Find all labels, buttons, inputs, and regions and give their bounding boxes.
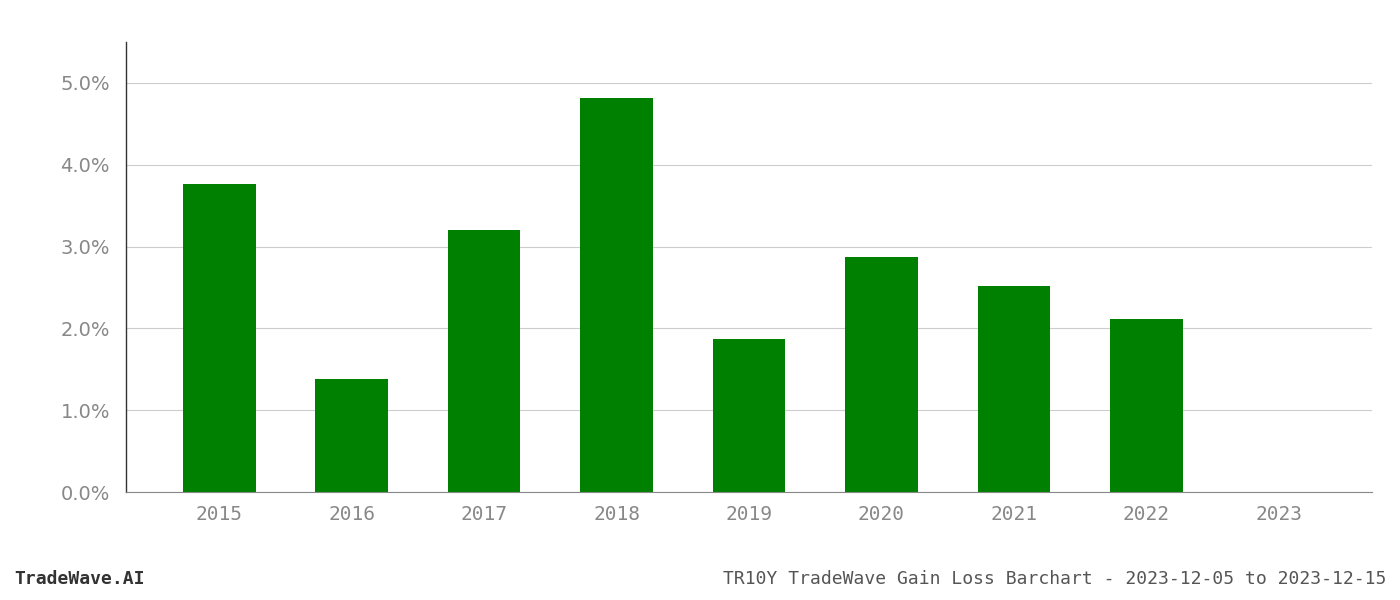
Bar <box>713 339 785 492</box>
Bar <box>1110 319 1183 492</box>
Bar <box>182 184 256 492</box>
Bar <box>977 286 1050 492</box>
Bar <box>448 230 521 492</box>
Text: TradeWave.AI: TradeWave.AI <box>14 570 144 588</box>
Bar <box>580 98 652 492</box>
Bar <box>315 379 388 492</box>
Bar <box>846 257 918 492</box>
Text: TR10Y TradeWave Gain Loss Barchart - 2023-12-05 to 2023-12-15: TR10Y TradeWave Gain Loss Barchart - 202… <box>722 570 1386 588</box>
